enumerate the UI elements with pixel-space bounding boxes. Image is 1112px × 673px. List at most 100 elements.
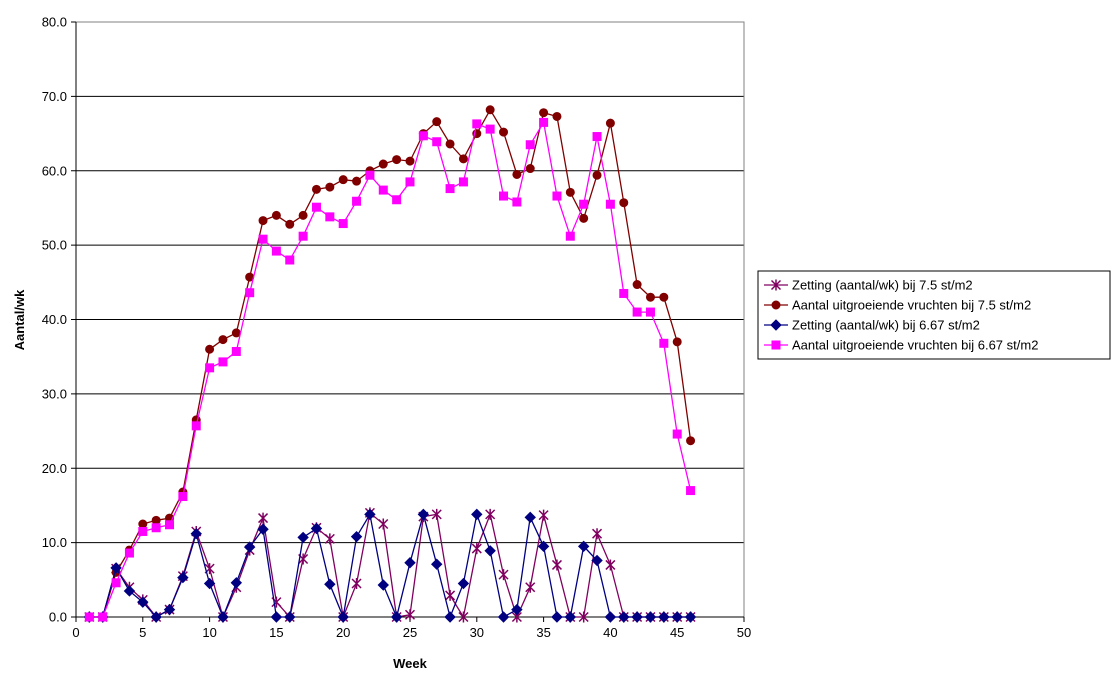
data-point [231,346,241,356]
legend-label: Aantal uitgroeiende vruchten bij 6.67 st… [792,338,1038,353]
data-point [551,559,562,571]
data-point [150,611,162,623]
data-point [98,612,108,622]
x-tick-label: 40 [603,625,617,640]
data-point [378,518,389,530]
data-point [471,508,483,521]
data-point [138,526,148,536]
x-axis-title: Week [393,656,427,671]
data-point [258,216,268,226]
data-point [311,184,321,194]
x-tick-label: 50 [737,625,751,640]
data-point [350,530,363,543]
data-point [485,508,496,520]
data-point [163,603,176,616]
data-point [285,255,295,265]
data-point [405,156,415,166]
data-point [325,182,335,192]
data-point [659,338,669,348]
y-tick-label: 60.0 [42,163,67,178]
data-point [445,589,456,601]
y-tick-label: 20.0 [42,461,67,476]
data-point [658,611,670,623]
data-point [644,611,657,623]
data-point [390,611,403,623]
data-point [378,185,388,195]
data-point [418,131,428,141]
data-point [485,105,495,115]
y-tick-label: 10.0 [42,535,67,550]
data-point [525,140,535,150]
y-tick-label: 30.0 [42,386,67,401]
series-3 [83,508,697,623]
data-point [258,512,269,524]
data-point [230,577,243,589]
y-tick-label: 40.0 [42,312,67,327]
data-point [404,609,416,621]
data-point [444,611,456,623]
data-point [472,119,482,129]
legend: Zetting (aantal/wk) bij 7.5 st/m2 Aantal … [757,270,1111,360]
y-tick-label: 80.0 [42,15,67,30]
data-point [338,219,348,229]
data-point [324,578,336,590]
data-point [405,177,415,187]
data-point [432,137,442,147]
legend-box [757,270,1111,360]
data-point [592,132,602,142]
data-point [686,486,696,496]
series-2 [84,105,696,622]
data-point [110,562,122,574]
series-group [83,105,697,623]
data-point [672,337,682,347]
data-point [378,159,388,169]
legend-label: Zetting (aantal/wk) bij 7.5 st/m2 [792,278,973,293]
data-point [659,292,669,302]
data-point [138,519,148,529]
data-point [271,210,281,220]
data-point [537,540,550,553]
data-point [231,328,241,338]
data-point [579,213,589,223]
y-tick-label: 50.0 [42,238,67,253]
data-point [458,611,469,623]
data-point [605,199,615,209]
data-point [458,177,468,187]
data-point [619,288,629,298]
data-point [632,280,642,290]
data-point [445,139,455,149]
data-point [485,124,495,134]
data-point [191,421,201,431]
data-point [552,191,562,201]
legend-item: Aantal uitgroeiende vruchten bij 6.67 st… [764,338,1038,353]
data-point [392,195,402,205]
x-tick-label: 35 [536,625,550,640]
data-point [499,191,509,201]
data-point [217,611,229,623]
data-point [484,545,496,557]
data-point [592,170,602,180]
data-point [205,363,215,373]
gridlines [76,21,744,544]
data-point [499,127,509,137]
x-tick-label: 10 [202,625,216,640]
data-point [392,155,402,165]
series-line [89,511,691,620]
data-point [631,611,643,623]
data-point [111,578,121,588]
data-point [271,246,281,256]
data-point [417,508,430,521]
data-point [604,611,617,623]
data-point [203,577,216,590]
series-line [89,120,692,618]
data-point [352,176,362,186]
x-tick-label: 45 [670,625,684,640]
data-point [431,508,442,520]
data-point [432,117,442,127]
data-point [632,307,642,317]
data-point [257,523,269,535]
data-point [311,202,321,212]
data-point [123,585,136,597]
data-point [538,509,549,521]
